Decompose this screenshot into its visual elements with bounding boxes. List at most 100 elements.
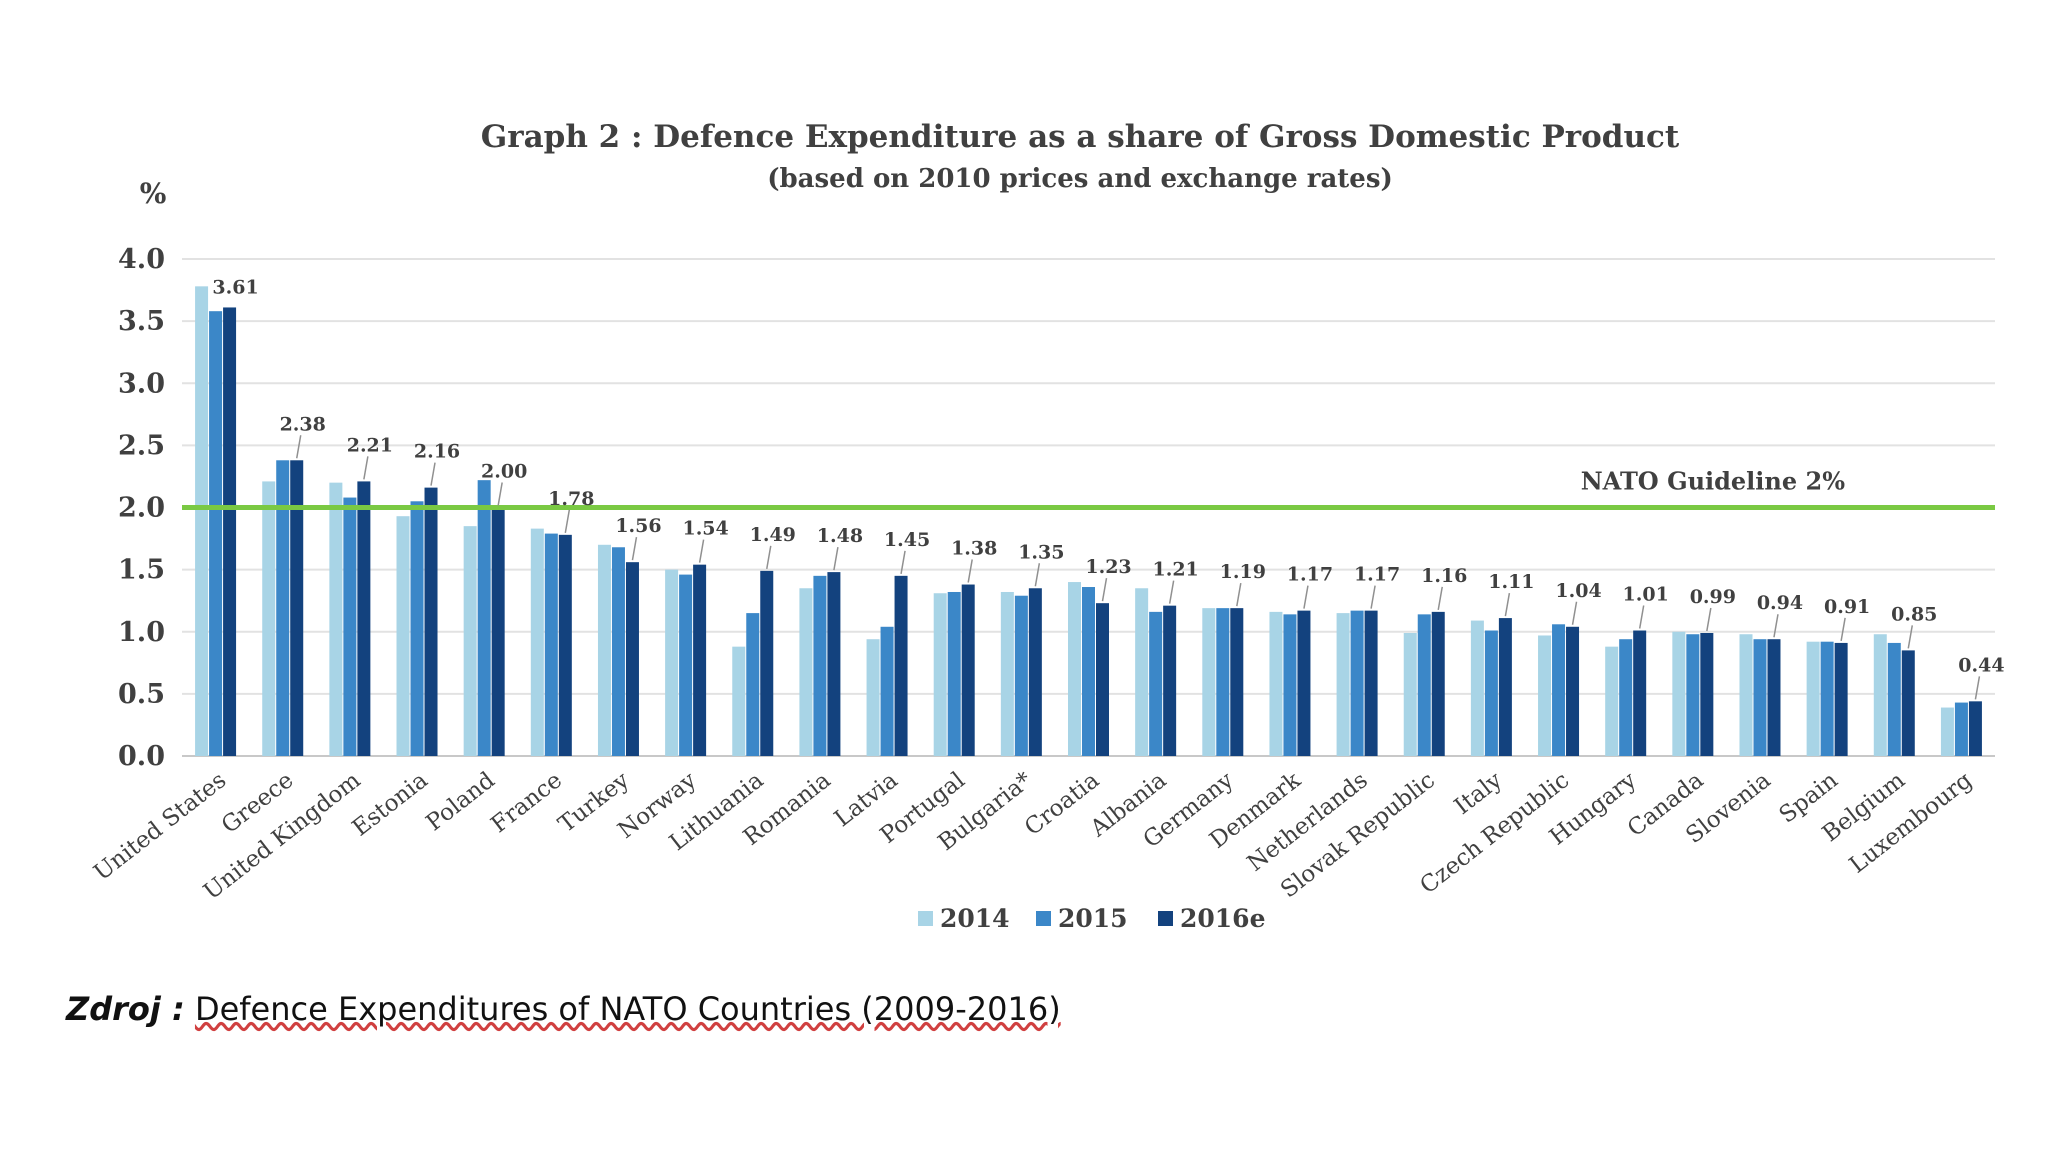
nato-guideline-label: NATO Guideline 2%: [1581, 467, 1845, 496]
y-tick-label: 1.0: [118, 617, 165, 648]
bar-2015: [611, 547, 625, 756]
data-label: 1.01: [1623, 584, 1669, 606]
bar-2016e: [1834, 642, 1848, 756]
data-label-leader: [1706, 607, 1712, 632]
bar-2016e: [1566, 626, 1580, 756]
data-label: 0.94: [1757, 592, 1803, 614]
bar-2015: [343, 497, 357, 756]
bar-2016e: [693, 564, 707, 756]
data-label: 3.61: [212, 276, 258, 298]
data-label: 1.19: [1220, 561, 1266, 583]
bar-2016e: [1297, 610, 1311, 756]
bar-2016e: [827, 572, 841, 756]
data-label-leader: [631, 537, 638, 561]
data-labels: 3.61 2.38 2.21 2.16 2.00 1.78 1.56 1.54 1.49 1.48…: [212, 276, 2005, 700]
bar-2014: [597, 544, 611, 756]
data-label-leader: [833, 546, 839, 571]
data-label-leader: [1638, 605, 1645, 629]
bar-2014: [1068, 582, 1081, 756]
data-label-leader: [564, 509, 571, 533]
bar-2014: [1000, 591, 1014, 756]
y-tick-label: 3.5: [118, 306, 165, 337]
bar-2014: [1135, 588, 1149, 756]
chart-title: Graph 2 : Defence Expenditure as a share…: [481, 119, 1680, 155]
bar-2014: [665, 569, 679, 756]
data-label: 1.21: [1153, 559, 1199, 581]
legend-swatch: [1158, 911, 1173, 926]
bar-2016e: [558, 534, 572, 756]
bar-2016e: [1901, 650, 1915, 756]
bar-2016e: [894, 575, 908, 756]
bar-2014: [1806, 641, 1820, 756]
bar-2014: [933, 593, 947, 756]
data-label: 0.85: [1891, 603, 1937, 625]
data-label: 1.48: [817, 525, 863, 547]
bar-2015: [1014, 595, 1028, 756]
bar-2015: [1619, 639, 1633, 756]
bar-2015: [1283, 614, 1297, 756]
bar-2014: [1269, 611, 1283, 756]
data-label: 1.04: [1555, 580, 1601, 602]
category-label: France: [486, 767, 567, 838]
bar-2014: [1605, 646, 1619, 756]
data-label-leader: [1773, 614, 1779, 638]
data-label: 1.49: [750, 524, 796, 546]
bar-2015: [544, 533, 558, 756]
y-tick-label: 2.5: [118, 430, 165, 461]
bar-2016e: [1364, 610, 1378, 756]
bar-2014: [1538, 635, 1552, 756]
bar-2015: [1082, 587, 1095, 756]
bar-2015: [276, 460, 290, 756]
legend-label: 2014: [940, 904, 1010, 933]
bar-2014: [866, 639, 880, 756]
bar-2014: [1672, 631, 1686, 756]
source-label: Zdroj :: [66, 990, 185, 1028]
bar-2014: [799, 588, 813, 756]
bar-2016e: [1431, 611, 1445, 756]
data-label-leader: [295, 435, 302, 459]
legend-swatch: [918, 911, 933, 926]
bar-2014: [195, 286, 209, 756]
bar-2014: [1202, 608, 1216, 756]
data-label-leader: [698, 539, 705, 563]
bar-2014: [262, 481, 276, 756]
bar-2016e: [625, 562, 639, 756]
bar-2016e: [290, 460, 304, 756]
data-label-leader: [1504, 592, 1511, 617]
data-label: 1.78: [548, 488, 594, 510]
bar-2015: [1350, 610, 1364, 756]
data-label: 2.16: [414, 441, 460, 463]
data-label: 0.91: [1824, 596, 1870, 618]
bar-2016e: [1633, 630, 1647, 756]
chart-subtitle: (based on 2010 prices and exchange rates…: [767, 164, 1393, 194]
bar-2015: [477, 480, 491, 756]
bar-2014: [329, 482, 343, 756]
data-label-leader: [967, 559, 973, 583]
bar-2014: [1336, 613, 1350, 756]
data-label: 1.38: [951, 538, 997, 560]
data-label: 1.17: [1287, 564, 1333, 586]
bars: [195, 286, 1982, 756]
data-label: 1.11: [1488, 571, 1534, 593]
bar-2015: [1149, 611, 1163, 756]
legend-swatch: [1036, 911, 1051, 926]
bar-2016e: [1968, 701, 1982, 756]
bar-2015: [410, 501, 424, 756]
y-tick-label: 0.0: [118, 741, 165, 772]
y-tick-label: 1.5: [118, 555, 165, 586]
data-label-leader: [1236, 583, 1242, 607]
legend-label: 2016e: [1180, 904, 1266, 933]
bar-2016e: [1096, 603, 1109, 756]
data-label-leader: [1437, 586, 1443, 610]
data-label-leader: [1303, 585, 1309, 609]
bar-2015: [813, 575, 827, 756]
bar-2016e: [1498, 618, 1512, 756]
source-note: Zdroj : Defence Expenditures of NATO Cou…: [66, 990, 1061, 1028]
reference-line-group: NATO Guideline 2%: [182, 467, 1995, 510]
bar-2014: [1940, 707, 1954, 756]
category-label: Italy: [1450, 767, 1507, 820]
bar-2015: [947, 591, 961, 756]
data-label: 2.38: [280, 413, 326, 435]
bar-2014: [463, 526, 477, 756]
data-label-leader: [1974, 676, 1981, 700]
